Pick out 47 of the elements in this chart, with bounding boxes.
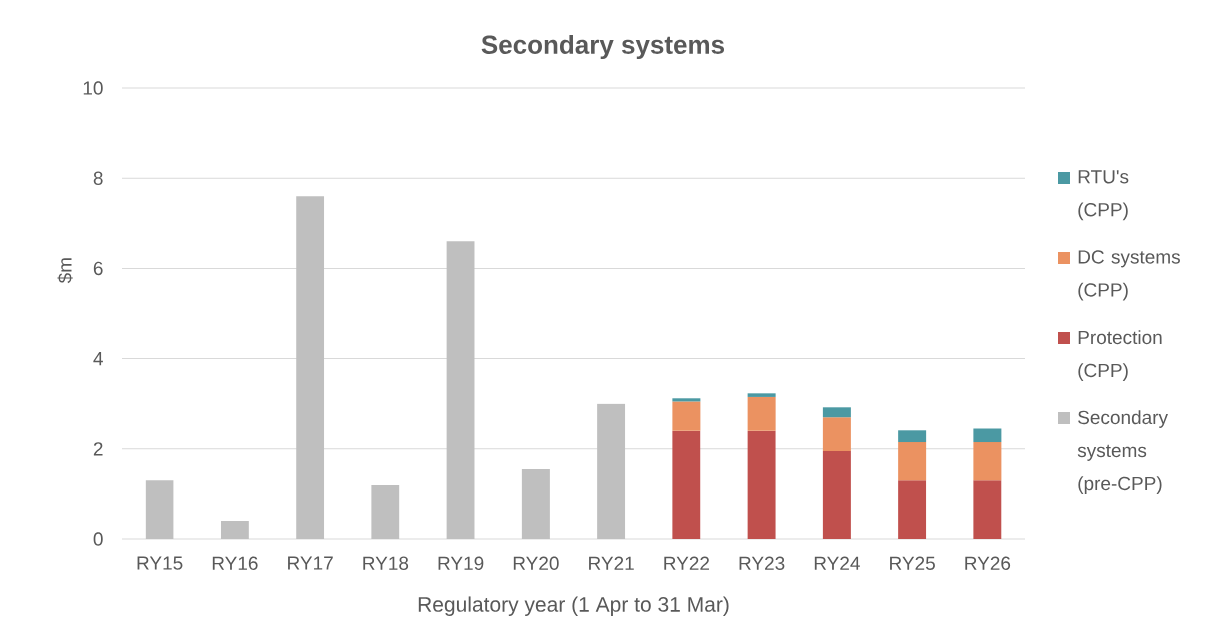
bar <box>446 241 475 539</box>
bar <box>747 393 776 397</box>
legend-label: Protection (CPP) <box>1078 330 1162 381</box>
legend-label: RTU's (CPP) <box>1078 170 1129 221</box>
x-tick-label: RY22 <box>664 556 710 570</box>
bar <box>898 480 927 539</box>
x-tick-label: RY21 <box>589 556 634 570</box>
y-axis-title: $m <box>57 258 73 284</box>
x-tick-label: RY25 <box>890 556 935 570</box>
bar <box>898 442 927 481</box>
bar <box>672 430 701 539</box>
bar <box>521 469 550 539</box>
x-tick-label: RY23 <box>739 556 785 570</box>
y-tick-label: 8 <box>93 171 103 185</box>
bar <box>672 401 701 431</box>
x-tick-label: RY26 <box>965 556 1011 570</box>
bar <box>898 430 927 443</box>
bar <box>220 520 249 539</box>
bar <box>296 196 325 539</box>
y-tick-label: 6 <box>93 261 103 276</box>
bar <box>973 442 1002 481</box>
y-tick-label: 0 <box>93 532 103 546</box>
x-axis-title: Regulatory year (1 Apr to 31 Mar) <box>418 596 729 616</box>
bar <box>371 484 400 539</box>
bar <box>822 417 851 452</box>
bar <box>973 480 1002 539</box>
bar <box>747 430 776 539</box>
bar <box>822 451 851 539</box>
x-tick-label: RY18 <box>363 556 409 570</box>
legend-label: Secondary systems (pre-CPP) <box>1077 410 1168 494</box>
bar <box>672 398 701 402</box>
legend-label: DC systems (CPP) <box>1078 250 1180 301</box>
bar <box>822 407 851 418</box>
bar <box>145 480 174 539</box>
x-tick-label: RY16 <box>212 556 258 570</box>
chart-title: Secondary systems <box>481 34 725 60</box>
x-tick-label: RY19 <box>438 556 484 570</box>
bar <box>597 403 626 539</box>
x-tick-label: RY24 <box>814 556 860 570</box>
x-tick-label: RY15 <box>137 556 183 570</box>
bar <box>747 396 776 431</box>
y-tick-label: 4 <box>93 352 103 366</box>
y-tick-label: 2 <box>93 442 103 456</box>
y-tick-label: 10 <box>83 81 103 95</box>
x-tick-label: RY17 <box>288 556 333 570</box>
bar <box>973 428 1002 443</box>
x-tick-label: RY20 <box>513 556 559 570</box>
